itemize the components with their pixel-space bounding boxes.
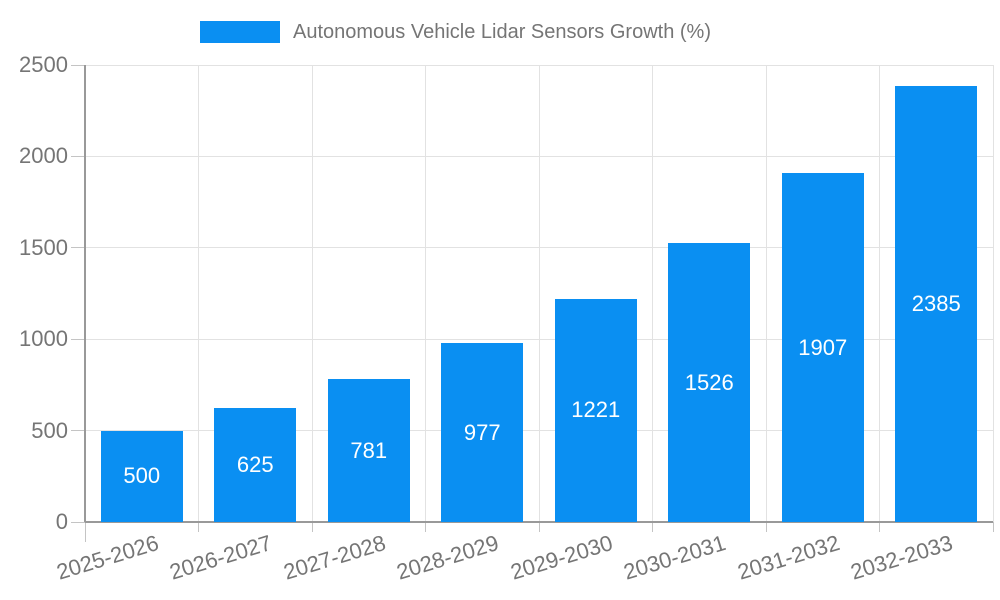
bar[interactable]: [214, 407, 297, 522]
gridline-vertical: [425, 65, 426, 522]
y-axis-line: [84, 65, 86, 522]
gridline-vertical: [311, 65, 313, 522]
legend-label: Autonomous Vehicle Lidar Sensors Growth …: [293, 21, 711, 43]
bar[interactable]: [100, 430, 183, 522]
x-axis-tick: [992, 522, 994, 532]
x-tick-label: 2030-2031: [620, 530, 729, 585]
bar[interactable]: [781, 173, 864, 522]
y-tick-label: 1000: [19, 326, 68, 352]
y-tick-label: 0: [55, 509, 68, 534]
legend-swatch: [200, 21, 280, 43]
x-tick-label: 2031-2032: [734, 530, 843, 585]
x-tick-label: 2027-2028: [280, 530, 389, 585]
x-axis-tick: [538, 522, 540, 532]
gridline-vertical: [765, 65, 767, 522]
x-tick-label: 2028-2029: [393, 530, 502, 585]
gridline-vertical: [992, 65, 994, 522]
bar[interactable]: [327, 379, 410, 522]
x-tick-label: 2029-2030: [507, 530, 616, 585]
y-axis-tick: [71, 64, 85, 66]
x-axis-line: [85, 521, 993, 523]
x-axis-tick: [652, 522, 653, 532]
bar[interactable]: [441, 343, 524, 522]
x-axis-tick: [84, 522, 86, 542]
gridline-vertical: [879, 65, 880, 522]
x-tick-label: 2026-2027: [166, 530, 275, 585]
gridline-vertical: [538, 65, 540, 522]
y-tick-label: 2000: [19, 143, 68, 169]
y-tick-label: 500: [31, 417, 68, 443]
x-axis-tick: [765, 522, 767, 532]
x-axis-tick: [879, 522, 880, 532]
bar[interactable]: [668, 243, 751, 522]
x-axis-tick: [198, 522, 199, 532]
y-axis-tick: [71, 155, 85, 157]
gridline-vertical: [652, 65, 653, 522]
x-axis-tick: [311, 522, 313, 532]
y-tick-label: 1500: [19, 234, 68, 260]
y-axis-tick: [71, 521, 85, 523]
x-tick-label: 2032-2033: [847, 530, 956, 585]
chart-legend[interactable]: Autonomous Vehicle Lidar Sensors Growth …: [200, 20, 711, 44]
bar[interactable]: [895, 86, 978, 522]
x-axis-tick: [425, 522, 426, 532]
y-axis-tick: [71, 338, 85, 340]
y-tick-label: 2500: [19, 52, 68, 77]
y-axis-tick: [71, 247, 85, 249]
y-axis-tick: [71, 430, 85, 432]
x-tick-label: 2025-2026: [53, 530, 162, 585]
gridline-vertical: [198, 65, 199, 522]
bar[interactable]: [554, 298, 637, 522]
